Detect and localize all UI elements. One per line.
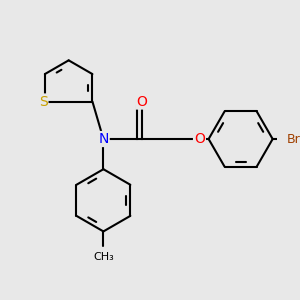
Text: N: N: [98, 132, 109, 146]
Text: Br: Br: [287, 133, 300, 146]
Text: CH₃: CH₃: [93, 251, 114, 262]
Text: O: O: [136, 94, 147, 109]
Text: O: O: [194, 132, 205, 146]
Text: S: S: [39, 94, 47, 109]
